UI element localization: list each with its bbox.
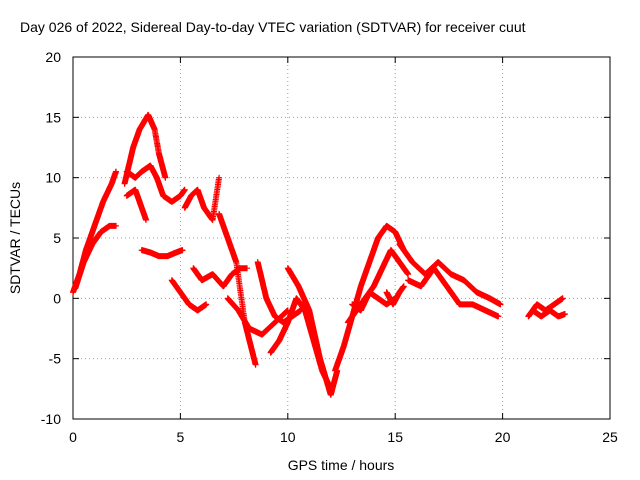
data-markers bbox=[70, 111, 568, 398]
x-tick-label: 20 bbox=[495, 429, 511, 445]
axis-ticks: 0 5 10 15 20 25 -10 -5 0 5 10 15 20 bbox=[41, 49, 618, 445]
chart-title: Day 026 of 2022, Sidereal Day-to-day VTE… bbox=[20, 19, 526, 35]
grid-lines bbox=[73, 57, 610, 419]
y-tick-label: 20 bbox=[45, 49, 61, 65]
y-tick-label: 5 bbox=[53, 230, 61, 246]
x-tick-label: 5 bbox=[177, 429, 185, 445]
y-axis-label: SDTVAR / TECUs bbox=[7, 182, 23, 294]
y-tick-label: 0 bbox=[53, 290, 61, 306]
y-tick-label: 10 bbox=[45, 170, 61, 186]
x-tick-label: 15 bbox=[387, 429, 403, 445]
y-tick-label: -5 bbox=[49, 351, 62, 367]
x-axis-label: GPS time / hours bbox=[288, 457, 395, 473]
data-point-markers bbox=[70, 111, 568, 398]
x-tick-label: 0 bbox=[69, 429, 77, 445]
x-tick-label: 25 bbox=[602, 429, 618, 445]
y-tick-label: -10 bbox=[41, 411, 61, 427]
y-tick-label: 15 bbox=[45, 109, 61, 125]
x-tick-label: 10 bbox=[280, 429, 296, 445]
